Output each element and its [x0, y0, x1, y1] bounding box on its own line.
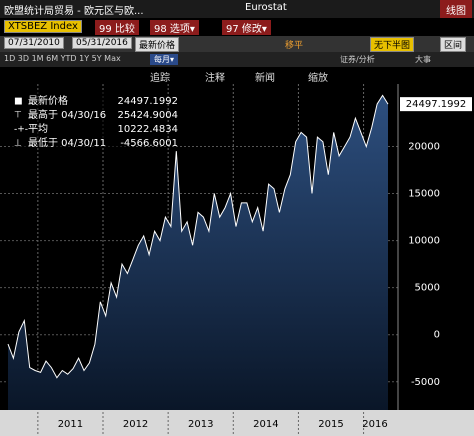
x-tick-label: 2016 [362, 419, 387, 430]
command-bar: XTSBEZ Index 99 比较 98 选项▾ 97 修改▾ [0, 18, 474, 36]
last-value-tag [400, 97, 472, 112]
field[interactable]: 最新价格 [135, 37, 180, 52]
legend-label: 最新价格 [28, 94, 68, 107]
legend-symbol: -+- [14, 125, 28, 135]
y-tick-label: -5000 [411, 377, 440, 388]
zoom[interactable]: 缩放 [308, 73, 328, 84]
chart: -5000 0 5000 10000 15000 20000 2011 2012 2013 201… [0, 84, 474, 436]
x-tick-label: 2012 [123, 419, 148, 430]
source: Eurostat [245, 2, 287, 13]
legend-symbol: ⊥ [14, 139, 22, 149]
y-tick-label: 10000 [408, 236, 440, 247]
track[interactable]: 追踪 [150, 73, 170, 84]
start-date[interactable]: 07/31/2010 [4, 37, 64, 49]
annotate[interactable]: 注释 [205, 73, 225, 84]
frequency[interactable]: 每月▾ [150, 54, 179, 65]
tool-bar: 追踪 注释 新闻 缩放 [0, 67, 474, 84]
x-tick-label: 2013 [188, 419, 213, 430]
line [7, 94, 389, 379]
x-tick-label: 2015 [318, 419, 343, 430]
analysis[interactable]: 证券/分析 [340, 55, 375, 64]
legend-symbol: ⊤ [14, 111, 22, 121]
ticker[interactable]: XTSBEZ Index [4, 20, 82, 33]
range[interactable]: 区间 [440, 37, 467, 52]
y-tick-label: 20000 [408, 141, 440, 152]
periods[interactable]: 1D 3D 1M 6M YTD 1Y 5Y Max [4, 54, 121, 63]
area-fill [8, 95, 388, 411]
smoothing[interactable]: 移平 [285, 41, 304, 51]
end-date[interactable]: 05/31/2016 [72, 37, 132, 49]
lower-panel[interactable]: 无下半图 [370, 37, 415, 52]
y-tick-label: 5000 [415, 283, 440, 294]
events[interactable]: 大事 [415, 55, 431, 64]
x-axis-band [0, 410, 474, 436]
x-tick-label: 2014 [253, 419, 278, 430]
view[interactable]: 线图 [440, 0, 472, 19]
legend-value: 24497.1992 [118, 96, 178, 107]
y-tick-label: 15000 [408, 189, 440, 200]
title-bar: 欧盟统计局贸易 - 欧元区与欧... Eurostat 线图 [0, 0, 474, 19]
period-bar: 1D 3D 1M 6M YTD 1Y 5Y Max 每月▾ 证券/分析 大事 [0, 52, 474, 67]
legend-value: -4566.6001 [120, 138, 178, 149]
news[interactable]: 新闻 [255, 73, 275, 84]
y-tick-label: 0 [434, 330, 440, 341]
legend-symbol: ■ [14, 97, 23, 107]
legend-box [10, 92, 130, 148]
title: 欧盟统计局贸易 - 欧元区与欧... [4, 6, 144, 17]
legend-label: 最高于 04/30/16 [28, 108, 106, 121]
last-value-label: 24497.1992 [406, 99, 466, 110]
compare[interactable]: 99 比较 [95, 20, 139, 35]
legend-label: 平均 [28, 123, 48, 135]
legend: ■ 最新价格 24497.1992 ⊤ 最高于 04/30/16 25424.9004 -+… [10, 92, 178, 149]
options[interactable]: 98 选项▾ [150, 20, 199, 35]
x-tick-label: 2011 [58, 419, 83, 430]
legend-value: 10222.4834 [118, 124, 178, 135]
settings-bar: 07/31/2010 05/31/2016 最新价格 移平 无下半图 区间 [0, 36, 474, 52]
legend-label: 最低于 04/30/11 [28, 136, 106, 149]
legend-value: 25424.9004 [118, 110, 178, 121]
modify[interactable]: 97 修改▾ [222, 20, 271, 35]
